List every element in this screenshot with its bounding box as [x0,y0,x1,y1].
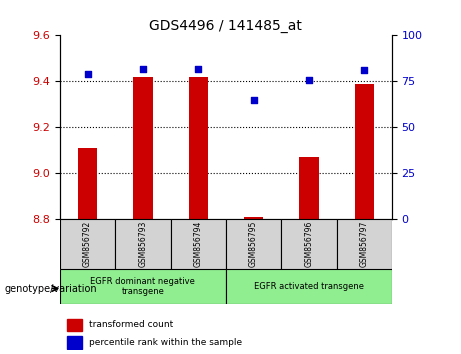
Bar [299,157,319,219]
Bar [60,269,226,304]
Text: GSM856794: GSM856794 [194,221,203,268]
Text: transformed count: transformed count [89,320,174,329]
Bar [171,219,226,269]
Bar [78,148,97,219]
Text: percentile rank within the sample: percentile rank within the sample [89,338,242,347]
Title: GDS4496 / 141485_at: GDS4496 / 141485_at [149,19,302,33]
Point [361,68,368,73]
Text: GSM856792: GSM856792 [83,221,92,267]
Bar [244,217,263,219]
Bar [189,77,208,219]
Bar [226,219,281,269]
Point [195,66,202,72]
Text: GSM856793: GSM856793 [138,221,148,268]
Bar [67,319,82,331]
Bar [133,77,153,219]
Text: GSM856796: GSM856796 [304,221,313,268]
Bar [67,336,82,349]
Bar [355,84,374,219]
Point [250,97,257,103]
Bar [115,219,171,269]
Point [84,71,91,77]
Text: genotype/variation: genotype/variation [5,284,97,293]
Text: EGFR dominant negative
transgene: EGFR dominant negative transgene [90,277,195,296]
Text: GSM856797: GSM856797 [360,221,369,268]
Text: GSM856795: GSM856795 [249,221,258,268]
Point [305,77,313,82]
Bar [281,219,337,269]
Point [139,66,147,72]
Bar [337,219,392,269]
Text: EGFR activated transgene: EGFR activated transgene [254,282,364,291]
Bar [226,269,392,304]
Bar [60,219,115,269]
